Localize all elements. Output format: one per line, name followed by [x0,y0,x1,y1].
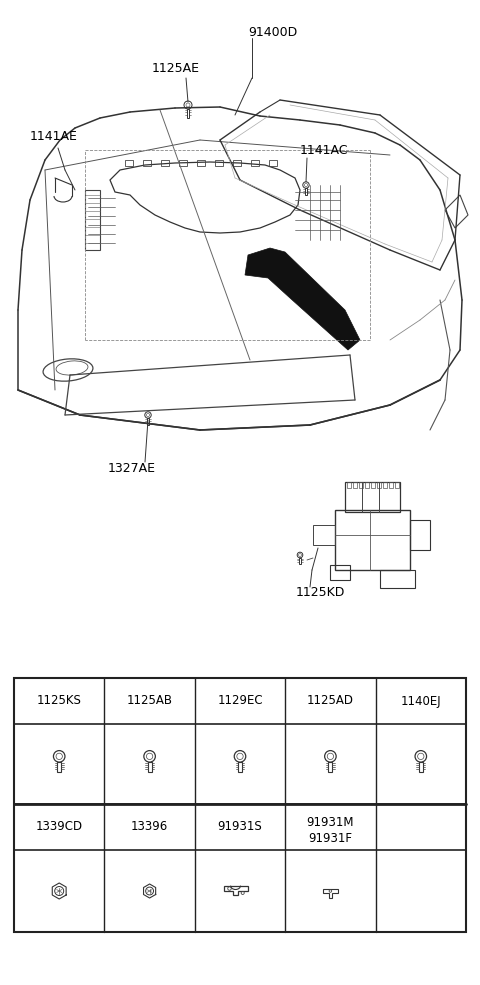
Bar [377,482,381,488]
Bar [269,160,277,166]
Bar [125,160,133,166]
Bar [179,160,187,166]
Bar [383,482,387,488]
Text: 1125AE: 1125AE [152,61,200,75]
Text: 1125AD: 1125AD [307,694,354,707]
Polygon shape [245,248,360,350]
Bar [197,160,205,166]
Bar [14,678,466,932]
Bar [313,525,335,545]
Text: 1125AB: 1125AB [127,694,173,707]
Text: 91931M: 91931M [307,816,354,829]
Bar [365,482,369,488]
Bar [328,762,332,771]
Text: 13396: 13396 [131,821,168,833]
Bar [335,510,410,570]
Text: 1141AC: 1141AC [300,144,348,157]
Text: 1125KD: 1125KD [296,585,346,599]
Bar [143,160,151,166]
Bar [238,762,242,771]
Bar [359,482,363,488]
Bar [161,160,169,166]
Bar [419,762,423,771]
Bar [395,482,399,488]
Bar [380,570,415,588]
Bar [305,188,307,195]
Bar [410,520,430,550]
Text: 1327AE: 1327AE [108,462,156,475]
Text: 1129EC: 1129EC [217,694,263,707]
Text: 91931F: 91931F [309,832,352,845]
Bar [389,482,393,488]
Bar [345,482,400,512]
Bar [233,160,241,166]
Bar [251,160,259,166]
Bar [148,762,152,771]
Text: 91931S: 91931S [217,821,263,833]
Bar [330,565,350,580]
Bar [347,482,351,488]
Text: 1141AE: 1141AE [30,129,78,143]
Bar [353,482,357,488]
Bar [57,762,61,771]
Text: 1125KS: 1125KS [37,694,82,707]
Text: 1339CD: 1339CD [36,821,83,833]
Text: 1140EJ: 1140EJ [400,694,441,707]
Bar [147,419,149,425]
Bar [299,558,301,563]
Bar [371,482,375,488]
Bar [187,109,189,117]
Bar [215,160,223,166]
Text: 91400D: 91400D [248,26,297,38]
